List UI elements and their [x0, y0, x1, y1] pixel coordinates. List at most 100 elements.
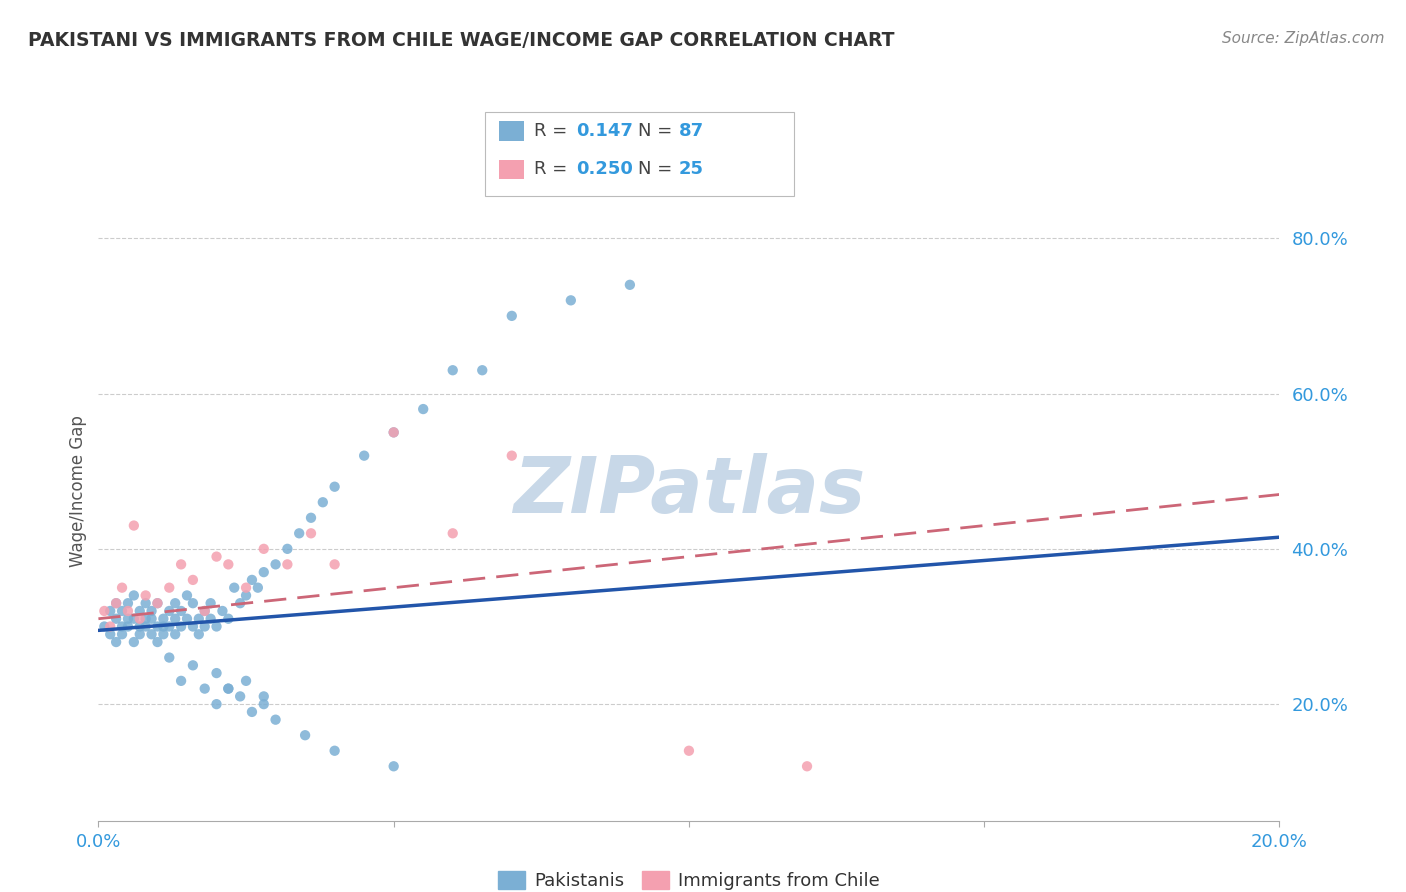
- Point: [194, 681, 217, 696]
- Point: [299, 526, 322, 541]
- Point: [253, 541, 276, 556]
- Point: [353, 449, 375, 463]
- Text: R =: R =: [534, 161, 574, 178]
- Point: [105, 635, 128, 649]
- Point: [128, 627, 150, 641]
- Point: [93, 619, 115, 633]
- Text: N =: N =: [638, 161, 678, 178]
- Point: [294, 728, 316, 742]
- Point: [105, 596, 128, 610]
- Point: [187, 627, 209, 641]
- Text: ZIPatlas: ZIPatlas: [513, 452, 865, 529]
- Point: [128, 619, 150, 633]
- Point: [200, 612, 222, 626]
- Text: N =: N =: [638, 122, 678, 140]
- Point: [194, 604, 217, 618]
- Point: [111, 581, 134, 595]
- Point: [117, 604, 139, 618]
- Point: [205, 549, 228, 564]
- Point: [170, 619, 193, 633]
- Point: [111, 627, 134, 641]
- Point: [224, 581, 246, 595]
- Point: [141, 604, 163, 618]
- Point: [181, 596, 204, 610]
- Point: [217, 681, 239, 696]
- Point: [117, 612, 139, 626]
- Point: [105, 596, 128, 610]
- Point: [170, 673, 193, 688]
- Text: R =: R =: [534, 122, 574, 140]
- Point: [111, 619, 134, 633]
- Point: [382, 759, 405, 773]
- Point: [323, 744, 346, 758]
- Point: [146, 635, 169, 649]
- Point: [501, 309, 523, 323]
- Point: [441, 526, 464, 541]
- Point: [200, 596, 222, 610]
- Point: [98, 619, 121, 633]
- Point: [471, 363, 494, 377]
- Point: [117, 619, 139, 633]
- Point: [128, 612, 150, 626]
- Text: 0.250: 0.250: [576, 161, 633, 178]
- Point: [170, 604, 193, 618]
- Point: [288, 526, 311, 541]
- Point: [135, 589, 157, 603]
- Point: [98, 627, 121, 641]
- Point: [217, 612, 239, 626]
- Point: [205, 666, 228, 681]
- Point: [181, 658, 204, 673]
- Point: [146, 596, 169, 610]
- Point: [117, 596, 139, 610]
- Point: [157, 650, 180, 665]
- Point: [152, 612, 174, 626]
- Point: [560, 293, 582, 308]
- Point: [235, 581, 257, 595]
- Text: Source: ZipAtlas.com: Source: ZipAtlas.com: [1222, 31, 1385, 46]
- Point: [323, 558, 346, 572]
- Point: [678, 744, 700, 758]
- Point: [176, 612, 198, 626]
- Point: [146, 596, 169, 610]
- Point: [141, 612, 163, 626]
- Point: [217, 681, 239, 696]
- Y-axis label: Wage/Income Gap: Wage/Income Gap: [69, 415, 87, 566]
- Point: [128, 604, 150, 618]
- Point: [152, 627, 174, 641]
- Point: [299, 510, 322, 524]
- Point: [276, 558, 298, 572]
- Point: [240, 573, 263, 587]
- Point: [146, 619, 169, 633]
- Text: 87: 87: [679, 122, 704, 140]
- Point: [157, 604, 180, 618]
- Point: [165, 627, 187, 641]
- Text: 0.147: 0.147: [576, 122, 633, 140]
- Point: [194, 619, 217, 633]
- Point: [111, 604, 134, 618]
- Point: [165, 612, 187, 626]
- Point: [122, 612, 145, 626]
- Point: [205, 619, 228, 633]
- Point: [157, 619, 180, 633]
- Point: [187, 612, 209, 626]
- Point: [205, 697, 228, 711]
- Point: [253, 690, 276, 704]
- Point: [240, 705, 263, 719]
- Point: [501, 449, 523, 463]
- Text: PAKISTANI VS IMMIGRANTS FROM CHILE WAGE/INCOME GAP CORRELATION CHART: PAKISTANI VS IMMIGRANTS FROM CHILE WAGE/…: [28, 31, 894, 50]
- Point: [229, 596, 252, 610]
- Point: [170, 558, 193, 572]
- Point: [235, 589, 257, 603]
- Point: [619, 277, 641, 292]
- Point: [412, 402, 434, 417]
- Point: [323, 480, 346, 494]
- Point: [122, 589, 145, 603]
- Point: [105, 612, 128, 626]
- Point: [122, 635, 145, 649]
- Point: [165, 596, 187, 610]
- Text: 25: 25: [679, 161, 704, 178]
- Point: [264, 558, 287, 572]
- Point: [253, 565, 276, 579]
- Point: [217, 558, 239, 572]
- Point: [135, 612, 157, 626]
